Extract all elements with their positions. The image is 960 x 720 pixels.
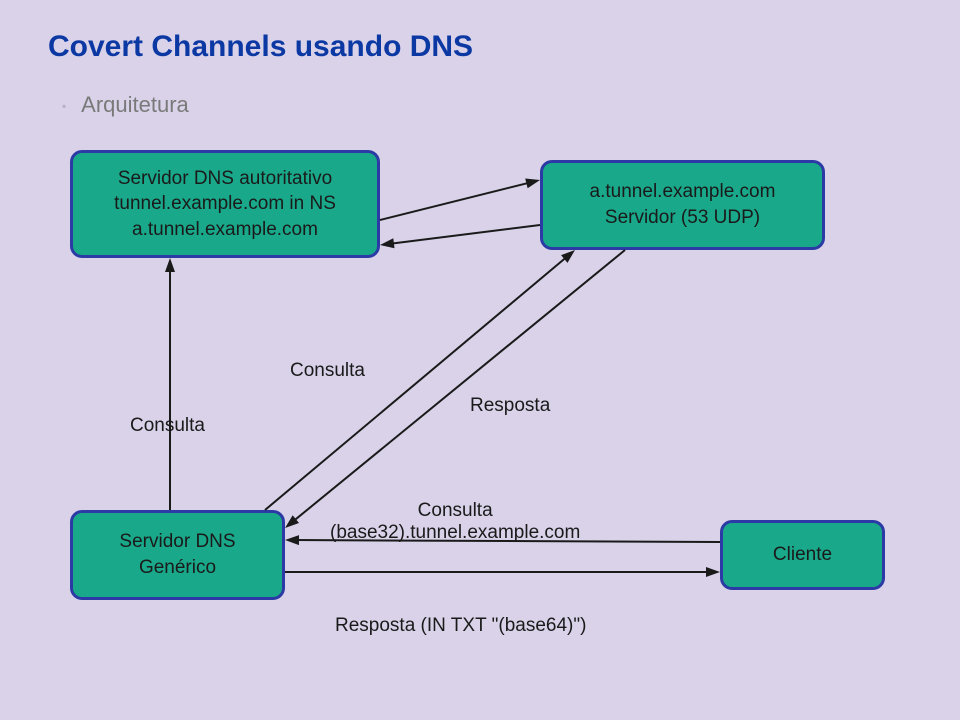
node-text-line: a.tunnel.example.com bbox=[590, 179, 776, 205]
edge-label: Resposta bbox=[470, 395, 550, 417]
subtitle-text: Arquitetura bbox=[81, 92, 189, 117]
node-text-line: a.tunnel.example.com bbox=[132, 217, 318, 243]
node-dns-generic: Servidor DNSGenérico bbox=[70, 510, 285, 600]
node-text-line: Servidor (53 UDP) bbox=[605, 205, 760, 231]
node-client: Cliente bbox=[720, 520, 885, 590]
edge-label: Consulta bbox=[290, 360, 365, 382]
edge-label: Consulta bbox=[130, 415, 205, 437]
node-text-line: Cliente bbox=[773, 542, 832, 568]
node-text-line: Genérico bbox=[139, 555, 216, 581]
edge-label: Resposta (IN TXT "(base64)") bbox=[335, 615, 586, 637]
page-title: Covert Channels usando DNS bbox=[48, 30, 473, 64]
bullet-icon: ▪ bbox=[62, 99, 66, 113]
page-title-text: Covert Channels usando DNS bbox=[48, 30, 473, 63]
node-udp-server: a.tunnel.example.comServidor (53 UDP) bbox=[540, 160, 825, 250]
node-text-line: tunnel.example.com in NS bbox=[114, 191, 336, 217]
subtitle: ▪ Arquitetura bbox=[62, 92, 189, 118]
node-dns-authoritative: Servidor DNS autoritativotunnel.example.… bbox=[70, 150, 380, 258]
edge-label: Consulta (base32).tunnel.example.com bbox=[330, 500, 580, 544]
node-text-line: Servidor DNS autoritativo bbox=[118, 166, 332, 192]
node-text-line: Servidor DNS bbox=[119, 529, 235, 555]
